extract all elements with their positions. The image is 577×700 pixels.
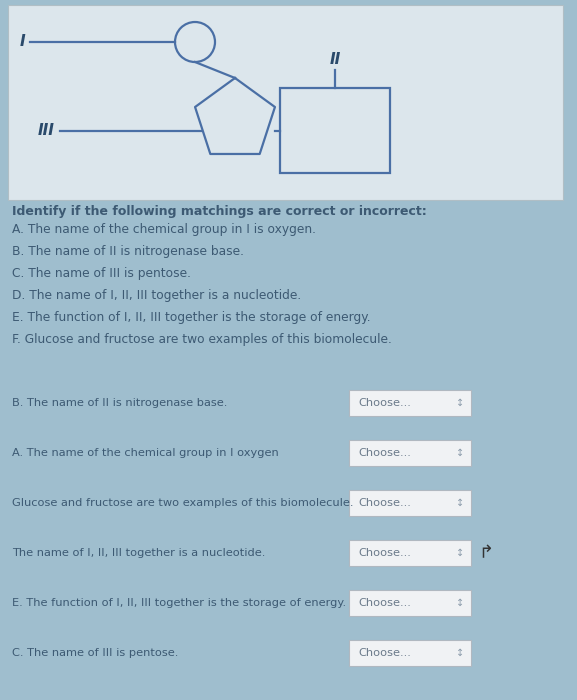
Text: B. The name of II is nitrogenase base.: B. The name of II is nitrogenase base. [12, 398, 227, 408]
Text: C. The name of III is pentose.: C. The name of III is pentose. [12, 267, 191, 280]
FancyBboxPatch shape [349, 440, 471, 466]
Text: Choose...: Choose... [358, 398, 411, 408]
Text: ↕: ↕ [456, 598, 464, 608]
Text: D. The name of I, II, III together is a nucleotide.: D. The name of I, II, III together is a … [12, 289, 301, 302]
Text: The name of I, II, III together is a nucleotide.: The name of I, II, III together is a nuc… [12, 548, 265, 558]
Text: ↕: ↕ [456, 648, 464, 658]
Text: F. Glucose and fructose are two examples of this biomolecule.: F. Glucose and fructose are two examples… [12, 333, 392, 346]
FancyBboxPatch shape [349, 540, 471, 566]
FancyBboxPatch shape [349, 640, 471, 666]
Text: Identify if the following matchings are correct or incorrect:: Identify if the following matchings are … [12, 205, 427, 218]
Text: ↕: ↕ [456, 398, 464, 408]
Text: Choose...: Choose... [358, 448, 411, 458]
FancyBboxPatch shape [8, 5, 563, 200]
Text: E. The function of I, II, III together is the storage of energy.: E. The function of I, II, III together i… [12, 311, 370, 324]
Text: ↕: ↕ [456, 548, 464, 558]
Text: B. The name of II is nitrogenase base.: B. The name of II is nitrogenase base. [12, 245, 244, 258]
Text: III: III [38, 123, 55, 138]
FancyBboxPatch shape [349, 390, 471, 416]
Text: I: I [20, 34, 25, 50]
Text: C. The name of III is pentose.: C. The name of III is pentose. [12, 648, 178, 658]
Text: ↕: ↕ [456, 498, 464, 508]
Text: Choose...: Choose... [358, 598, 411, 608]
FancyBboxPatch shape [349, 590, 471, 616]
FancyBboxPatch shape [349, 490, 471, 516]
Text: E. The function of I, II, III together is the storage of energy.: E. The function of I, II, III together i… [12, 598, 346, 608]
Text: Choose...: Choose... [358, 548, 411, 558]
Text: Choose...: Choose... [358, 498, 411, 508]
Text: A. The name of the chemical group in I is oxygen.: A. The name of the chemical group in I i… [12, 223, 316, 236]
Text: Glucose and fructose are two examples of this biomolecule.: Glucose and fructose are two examples of… [12, 498, 354, 508]
Text: ↕: ↕ [456, 448, 464, 458]
Text: ↱: ↱ [478, 544, 493, 562]
Text: A. The name of the chemical group in I oxygen: A. The name of the chemical group in I o… [12, 448, 279, 458]
Text: II: II [329, 52, 340, 67]
Text: Choose...: Choose... [358, 648, 411, 658]
